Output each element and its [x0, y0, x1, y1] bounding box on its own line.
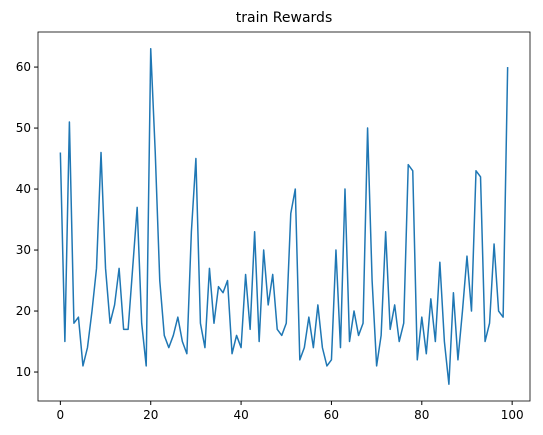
- y-tick-label: 30: [16, 243, 31, 257]
- plot-frame: [37, 31, 531, 402]
- x-tick-label: 0: [57, 408, 65, 422]
- x-tick-label: 20: [143, 408, 158, 422]
- x-tick-label: 100: [501, 408, 524, 422]
- y-tick-label: 50: [16, 121, 31, 135]
- y-tick-label: 60: [16, 60, 31, 74]
- y-tick-label: 40: [16, 182, 31, 196]
- y-tick-label: 10: [16, 365, 31, 379]
- x-tick-label: 40: [233, 408, 248, 422]
- line: [59, 48, 509, 385]
- x-tick-label: 80: [414, 408, 429, 422]
- y-tick-label: 20: [16, 304, 31, 318]
- x-tick-label: 60: [324, 408, 339, 422]
- chart-title: train Rewards: [236, 10, 332, 26]
